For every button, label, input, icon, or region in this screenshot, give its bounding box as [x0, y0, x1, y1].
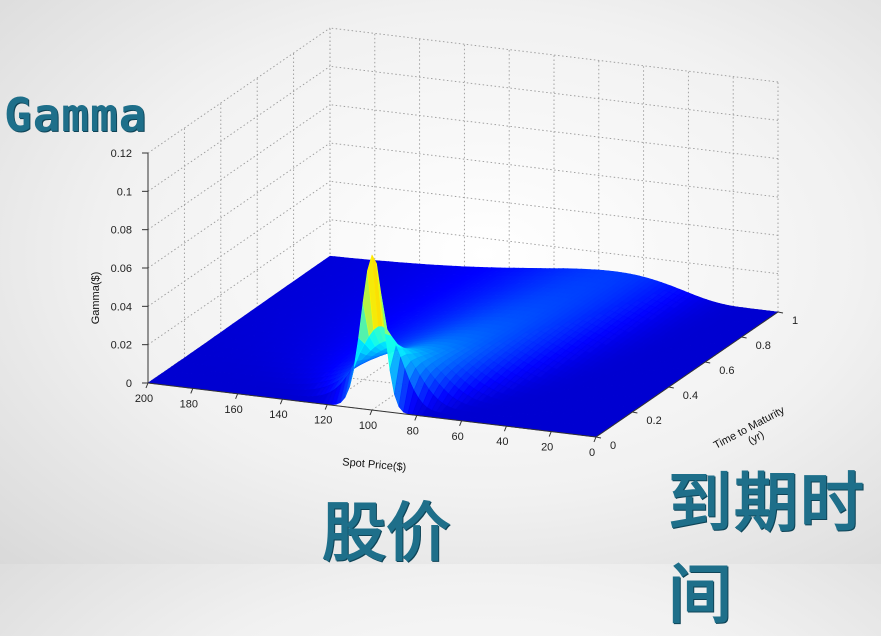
- x-tick-label: 100: [359, 420, 377, 432]
- x-tick-mark: [191, 388, 193, 393]
- grid-line: [148, 28, 330, 153]
- grid-line: [148, 143, 330, 268]
- gamma-overlay-title: Gamma: [4, 88, 147, 142]
- x-tick-mark: [236, 394, 238, 399]
- z-tick-label: 0.06: [111, 263, 132, 275]
- x-tick-mark: [370, 410, 372, 415]
- x-tick-label: 160: [224, 404, 242, 416]
- time-to-maturity-overlay-title: 到期时间: [668, 452, 881, 636]
- grid-line: [148, 105, 330, 230]
- x-tick-mark: [280, 399, 282, 404]
- x-tick-mark: [504, 426, 506, 431]
- x-tick-label: 40: [496, 436, 508, 448]
- z-axis-label: Gamma($): [90, 272, 102, 325]
- x-tick-mark: [460, 421, 462, 426]
- y-tick-mark: [596, 437, 601, 438]
- x-tick-mark: [549, 432, 551, 437]
- x-tick-label: 80: [407, 425, 419, 437]
- x-tick-label: 20: [541, 442, 553, 454]
- y-tick-mark: [632, 412, 637, 413]
- y-tick-label: 0.8: [756, 340, 771, 352]
- z-tick-label: 0.04: [111, 301, 132, 313]
- x-tick-label: 0: [589, 447, 595, 459]
- x-tick-mark: [594, 437, 596, 442]
- spot-price-overlay-title: 股价: [322, 482, 450, 574]
- x-tick-label: 180: [180, 398, 198, 410]
- x-tick-mark: [415, 415, 417, 420]
- y-tick-mark: [705, 362, 710, 363]
- grid-line: [148, 66, 330, 191]
- y-tick-mark: [778, 312, 783, 313]
- y-tick-label: 0.6: [719, 365, 734, 377]
- z-tick-label: 0.02: [111, 340, 132, 352]
- y-tick-label: 0.4: [683, 390, 698, 402]
- grid-line: [330, 28, 778, 82]
- y-tick-label: 1: [792, 315, 798, 327]
- y-tick-label: 0.2: [646, 415, 661, 427]
- y-tick-mark: [742, 337, 747, 338]
- x-tick-label: 200: [135, 393, 153, 405]
- y-tick-label: 0: [610, 440, 616, 452]
- z-tick-label: 0.12: [111, 148, 132, 160]
- x-tick-label: 60: [451, 431, 463, 443]
- x-axis-label: Spot Price($): [342, 456, 407, 474]
- x-tick-mark: [146, 383, 148, 388]
- z-tick-label: 0.1: [117, 186, 132, 198]
- x-tick-label: 140: [269, 409, 287, 421]
- z-tick-label: 0: [126, 378, 132, 390]
- x-tick-mark: [325, 405, 327, 410]
- z-tick-label: 0.08: [111, 225, 132, 237]
- y-tick-mark: [669, 387, 674, 388]
- x-tick-label: 120: [314, 415, 332, 427]
